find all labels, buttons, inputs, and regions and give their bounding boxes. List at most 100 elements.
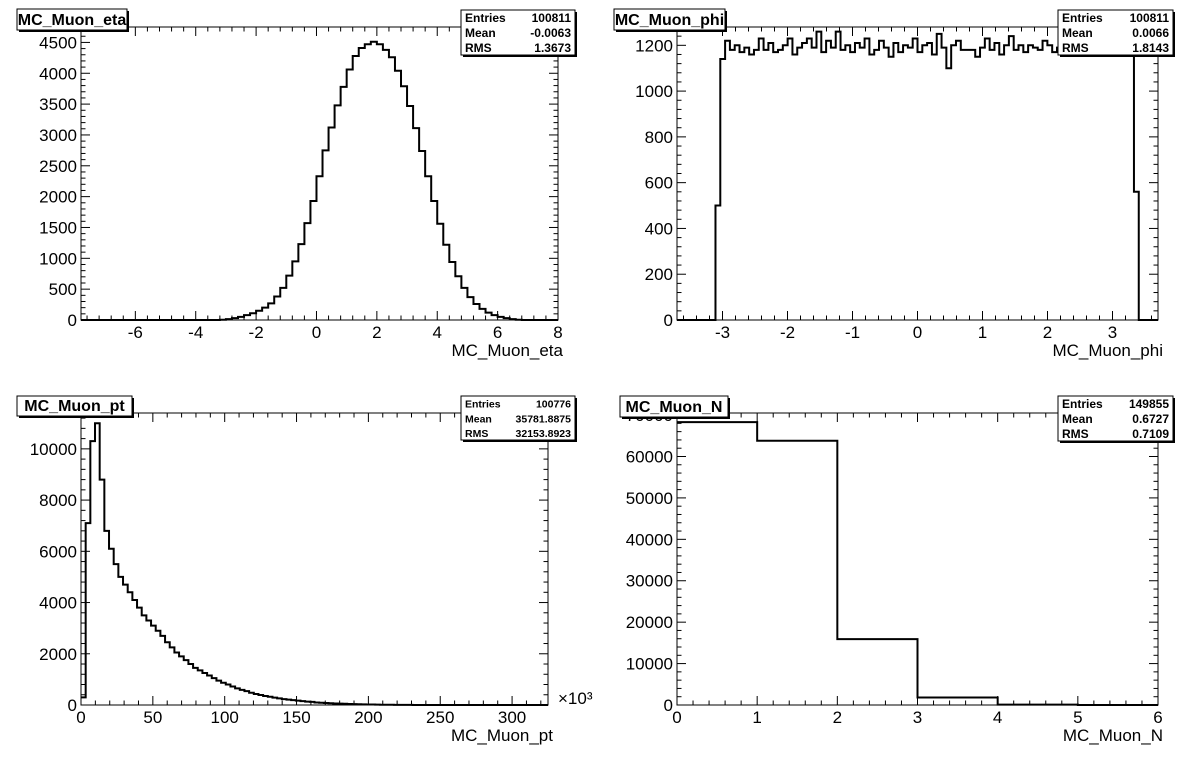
- y-tick-label: 20000: [626, 613, 673, 632]
- x-tick-label: 200: [354, 708, 382, 727]
- stats-label: RMS: [465, 428, 488, 440]
- histogram-line: [677, 421, 1158, 706]
- stats-value: 100776: [536, 399, 571, 411]
- plot-frame: [80, 412, 549, 706]
- x-axis-title: MC_Muon_phi: [1052, 341, 1163, 360]
- stats-label: Mean: [465, 413, 492, 425]
- y-tick-label: 0: [68, 311, 77, 330]
- stats-value: 100811: [532, 11, 572, 25]
- x-tick-label: -4: [188, 323, 203, 342]
- x-tick-label: 5: [1073, 708, 1082, 727]
- x-tick-label: 2: [372, 323, 381, 342]
- stats-label: RMS: [1062, 41, 1089, 55]
- y-tick-label: 2000: [39, 645, 77, 664]
- x-tick-label: 4: [433, 323, 442, 342]
- stats-label: Mean: [465, 26, 496, 40]
- histogram-title: MC_Muon_phi: [615, 12, 724, 29]
- stats-box: [460, 395, 576, 441]
- stats-label: Mean: [1062, 26, 1093, 40]
- stats-box: [1057, 395, 1174, 442]
- y-tick-label: 2500: [39, 157, 77, 176]
- plot-frame: [676, 26, 1159, 321]
- histogram-title-box: [619, 395, 729, 418]
- x-tick-label: 6: [1153, 708, 1162, 727]
- y-tick-label: 800: [645, 128, 673, 147]
- stats-label: RMS: [465, 41, 492, 55]
- y-tick-label: 60000: [626, 447, 673, 466]
- y-tick-label: 1000: [39, 249, 77, 268]
- x-tick-label: -3: [715, 323, 730, 342]
- x-tick-label: 0: [312, 323, 321, 342]
- x-tick-label: 3: [913, 708, 922, 727]
- stats-label: Entries: [465, 399, 501, 411]
- y-tick-label: 400: [645, 219, 673, 238]
- histogram-line: [81, 422, 548, 706]
- y-tick-label: 10000: [626, 655, 673, 674]
- plot-frame: [80, 26, 559, 321]
- y-tick-label: 1200: [635, 36, 673, 55]
- x-tick-label: 0: [913, 323, 922, 342]
- x-tick-label: 0: [76, 708, 85, 727]
- histogram-line: [81, 40, 558, 321]
- histogram-title: MC_Muon_eta: [18, 12, 127, 29]
- stats-value: 0.7109: [1132, 427, 1169, 441]
- y-tick-label: 4000: [39, 64, 77, 83]
- y-tick-label: 50000: [626, 489, 673, 508]
- y-tick-label: 4000: [39, 594, 77, 613]
- histogram-title-box: [16, 395, 133, 417]
- y-tick-label: 1500: [39, 218, 77, 237]
- y-tick-label: 0: [664, 696, 673, 715]
- histogram-title: MC_Muon_N: [626, 399, 723, 416]
- histogram-panel-3: 0 50 100 150 200 250 300 0 2000 4000 6000 8000 10000…: [16, 395, 593, 745]
- y-tick-label: 8000: [39, 491, 77, 510]
- histogram-panel-1: -6 -4 -2 0 2 4 6 8 0 500 1000 1500 2000 2500 3000 3500 4…: [16, 8, 577, 360]
- x-tick-label: 2: [1043, 323, 1052, 342]
- x-tick-label: 2: [833, 708, 842, 727]
- stats-label: Entries: [1062, 397, 1103, 411]
- x-tick-label: -6: [128, 323, 143, 342]
- x-tick-label: 8: [553, 323, 562, 342]
- stats-box: [1057, 9, 1174, 56]
- histogram-title-box: [16, 8, 128, 31]
- y-tick-label: 0: [68, 696, 77, 715]
- stats-label: Entries: [1062, 11, 1103, 25]
- y-tick-label: 3000: [39, 126, 77, 145]
- y-tick-label: 6000: [39, 542, 77, 561]
- x-tick-label: 100: [211, 708, 239, 727]
- y-tick-label: 30000: [626, 572, 673, 591]
- x-tick-label: 1: [978, 323, 987, 342]
- x-tick-label: 250: [426, 708, 454, 727]
- x-tick-label: 3: [1108, 323, 1117, 342]
- x-tick-label: 0: [672, 708, 681, 727]
- x-tick-label: 300: [498, 708, 526, 727]
- y-tick-label: 200: [645, 265, 673, 284]
- x-tick-label: 6: [493, 323, 502, 342]
- y-tick-label: 10000: [30, 440, 77, 459]
- y-tick-label: 4500: [39, 33, 77, 52]
- stats-box: [460, 9, 576, 56]
- stats-value: 0.6727: [1132, 412, 1169, 426]
- y-tick-label: 500: [49, 280, 77, 299]
- stats-value: -0.0063: [530, 26, 571, 40]
- stats-label: Entries: [465, 11, 506, 25]
- x-axis-title: MC_Muon_pt: [451, 726, 553, 745]
- x-tick-label: 150: [282, 708, 310, 727]
- x-tick-label: 1: [752, 708, 761, 727]
- x-tick-label: -2: [249, 323, 264, 342]
- histogram-panel-4: 0123456010000200003000040000500006000070…: [619, 395, 1175, 745]
- y-tick-label: 0: [664, 311, 673, 330]
- x-tick-label: 50: [143, 708, 162, 727]
- stats-value: 149855: [1129, 397, 1169, 411]
- histogram-title-box: [613, 8, 726, 31]
- histogram-panel-2: -3 -2 -1 0 1 2 3 0 200 400 600 800 1000 1200 MC_Muon_p…: [613, 8, 1175, 360]
- x-tick-label: -1: [845, 323, 860, 342]
- x-axis-exponent: ×10³: [558, 689, 593, 708]
- stats-value: 0.0066: [1132, 26, 1169, 40]
- stats-value: 32153.8923: [516, 428, 572, 440]
- y-tick-label: 2000: [39, 188, 77, 207]
- y-tick-label: 40000: [626, 530, 673, 549]
- x-axis-title: MC_Muon_N: [1063, 726, 1163, 745]
- stats-value: 1.3673: [534, 41, 571, 55]
- stats-value: 100811: [1130, 11, 1170, 25]
